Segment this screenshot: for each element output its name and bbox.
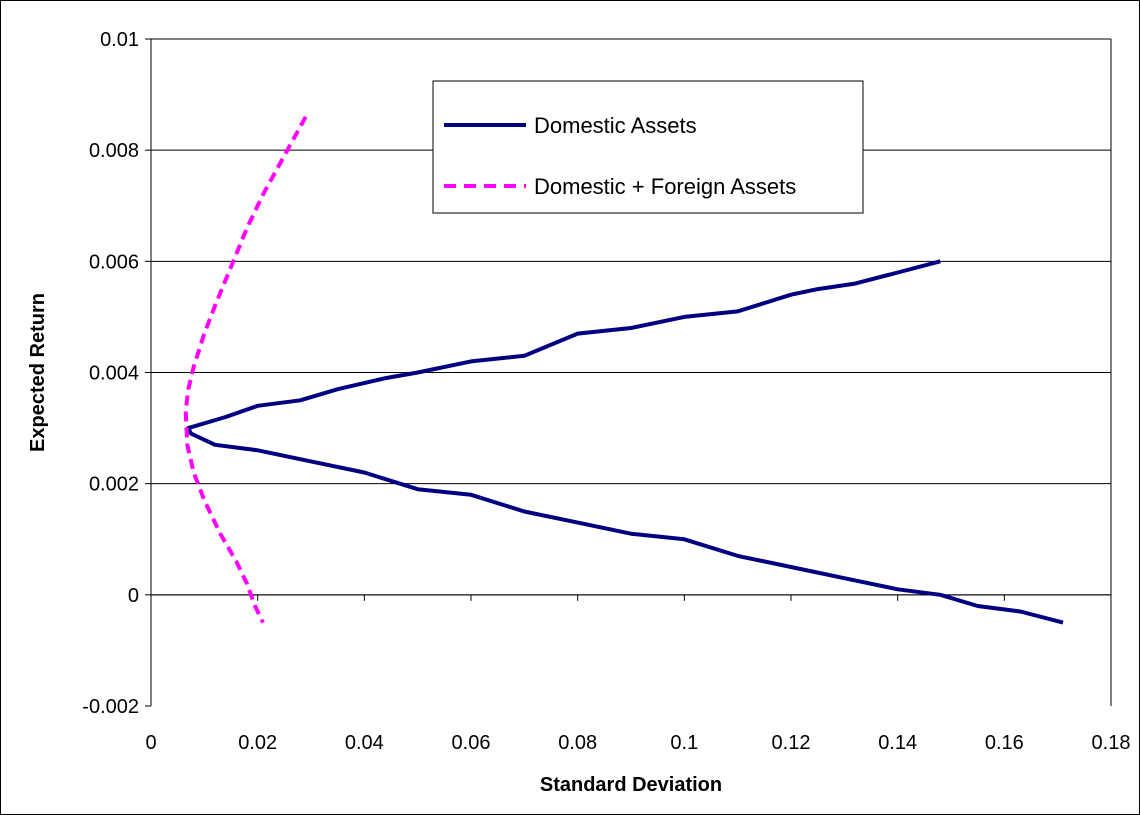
series-line-domestic-foreign [183, 115, 308, 624]
series-line-domestic [186, 259, 1064, 625]
y-tick-label: 0.004 [89, 363, 139, 385]
x-tick-label: 0.06 [452, 732, 491, 754]
legend-label-domestic-foreign: Domestic + Foreign Assets [534, 174, 796, 199]
y-tick-label: 0.006 [89, 251, 139, 273]
x-tick-label: 0.12 [772, 732, 811, 754]
x-tick-label: 0.16 [985, 732, 1024, 754]
series-layer [183, 115, 1064, 625]
tick-labels: -0.002 0 0.002 0.004 0.006 0.008 0.01 0 0.02 0.04… [82, 29, 1130, 754]
x-tick-label: 0.1 [670, 732, 698, 754]
y-tick-label: 0.008 [89, 140, 139, 162]
x-axis-title: Standard Deviation [540, 774, 722, 796]
axes [145, 38, 1112, 707]
legend-label-domestic: Domestic Assets [534, 113, 697, 138]
x-tick-label: 0 [145, 732, 156, 754]
y-tick-label: 0 [128, 585, 139, 607]
x-tick-label: 0.08 [558, 732, 597, 754]
y-tick-label: -0.002 [82, 696, 139, 718]
y-axis-title: Expected Return [27, 293, 49, 452]
x-tick-label: 0.18 [1092, 732, 1131, 754]
y-tick-label: 0.002 [89, 474, 139, 496]
legend-box [432, 80, 864, 214]
legend: Domestic Assets Domestic + Foreign Asset… [432, 80, 864, 214]
x-tick-label: 0.02 [238, 732, 277, 754]
x-tick-label: 0.14 [878, 732, 917, 754]
x-tick-label: 0.04 [345, 732, 384, 754]
y-tick-label: 0.01 [100, 29, 139, 51]
